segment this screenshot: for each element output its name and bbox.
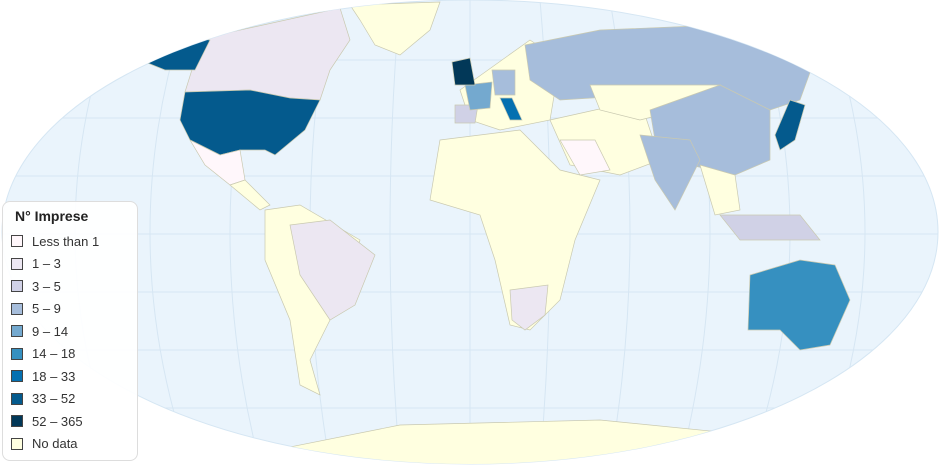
legend-swatch bbox=[11, 235, 23, 248]
legend-item[interactable]: Less than 1 bbox=[11, 230, 137, 253]
legend-swatch bbox=[11, 325, 23, 338]
region-usa[interactable] bbox=[179, 89, 321, 156]
legend-swatch bbox=[11, 370, 23, 383]
legend-label: 33 – 52 bbox=[32, 391, 76, 407]
legend-label: 18 – 33 bbox=[32, 368, 76, 384]
legend-label: 52 – 365 bbox=[32, 413, 83, 429]
region-indonesia[interactable] bbox=[719, 214, 821, 241]
region-australia[interactable] bbox=[747, 259, 851, 351]
legend-label: 3 – 5 bbox=[32, 278, 61, 294]
region-saudi-arabia[interactable] bbox=[559, 139, 611, 176]
legend-item[interactable]: 3 – 5 bbox=[11, 275, 137, 298]
region-south-africa[interactable] bbox=[509, 284, 549, 331]
legend-label: No data bbox=[32, 436, 78, 452]
region-brazil[interactable] bbox=[289, 219, 376, 321]
legend-label: Less than 1 bbox=[32, 233, 100, 249]
legend-label: 1 – 3 bbox=[32, 256, 61, 272]
legend-item[interactable]: 52 – 365 bbox=[11, 410, 137, 433]
legend-swatch bbox=[11, 415, 23, 428]
legend-item[interactable]: 18 – 33 bbox=[11, 365, 137, 388]
greenland[interactable] bbox=[349, 1, 441, 56]
legend-item[interactable]: 9 – 14 bbox=[11, 320, 137, 343]
legend-swatch bbox=[11, 347, 23, 360]
region-india[interactable] bbox=[639, 134, 701, 211]
legend-swatch bbox=[11, 280, 23, 293]
region-uk[interactable] bbox=[451, 57, 476, 86]
region-japan[interactable] bbox=[774, 99, 806, 151]
region-italy[interactable] bbox=[499, 97, 523, 121]
legend-swatch bbox=[11, 257, 23, 270]
legend-label: 14 – 18 bbox=[32, 346, 76, 362]
legend-item[interactable]: 33 – 52 bbox=[11, 388, 137, 411]
region-alaska[interactable] bbox=[129, 34, 211, 71]
legend: N° Imprese Less than 1 1 – 3 3 – 5 5 – 9 9 –… bbox=[2, 201, 138, 461]
legend-swatch bbox=[11, 302, 23, 315]
legend-swatch bbox=[11, 392, 23, 405]
legend-label: 5 – 9 bbox=[32, 301, 61, 317]
legend-title: N° Imprese bbox=[15, 208, 89, 224]
southeast-asia[interactable] bbox=[699, 164, 741, 216]
legend-item[interactable]: 1 – 3 bbox=[11, 253, 137, 276]
region-germany[interactable] bbox=[491, 69, 516, 96]
legend-label: 9 – 14 bbox=[32, 323, 69, 339]
legend-item[interactable]: 14 – 18 bbox=[11, 343, 137, 366]
legend-swatch bbox=[11, 437, 23, 450]
legend-item[interactable]: No data bbox=[11, 433, 137, 456]
region-france[interactable] bbox=[464, 81, 493, 111]
legend-item[interactable]: 5 – 9 bbox=[11, 298, 137, 321]
central-america[interactable] bbox=[229, 179, 271, 211]
